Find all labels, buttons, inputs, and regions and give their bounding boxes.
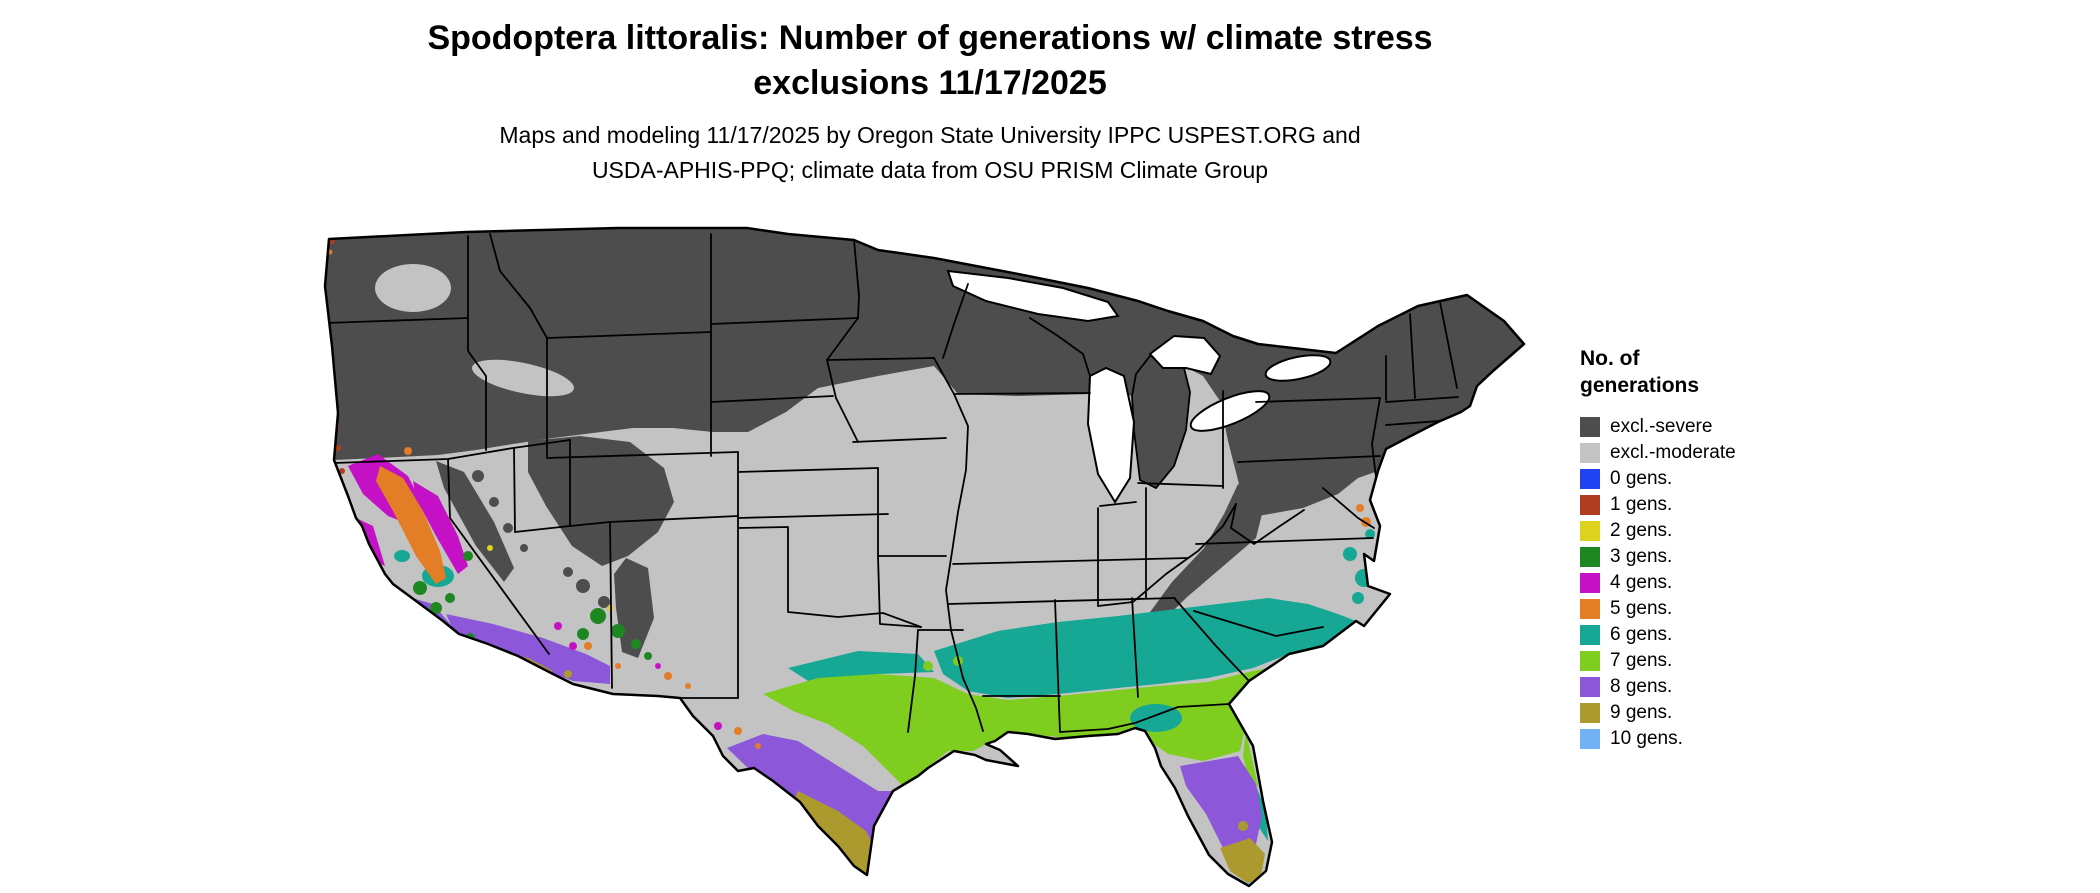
legend: No. of generations excl.-severe excl.-mo… bbox=[1580, 345, 1880, 752]
chartreuse-gulf-band bbox=[763, 666, 1278, 786]
legend-label: 4 gens. bbox=[1610, 571, 1673, 593]
legend-swatch bbox=[1580, 494, 1600, 515]
purple-central-florida bbox=[1180, 756, 1262, 862]
legend-label: 6 gens. bbox=[1610, 623, 1673, 645]
us-map-svg bbox=[323, 226, 1526, 888]
legend-item: 9 gens. bbox=[1580, 700, 1880, 726]
legend-item: 5 gens. bbox=[1580, 596, 1880, 622]
region-excl-moderate-basins bbox=[375, 264, 574, 397]
legend-item: 8 gens. bbox=[1580, 674, 1880, 700]
legend-swatch bbox=[1580, 728, 1600, 749]
legend-item: 0 gens. bbox=[1580, 466, 1880, 492]
legend-label: excl.-severe bbox=[1610, 415, 1713, 437]
legend-item: 3 gens. bbox=[1580, 544, 1880, 570]
severe-sierra-nevada bbox=[436, 461, 514, 582]
orange-central-valley bbox=[376, 466, 446, 584]
legend-swatch bbox=[1580, 572, 1600, 593]
teal-texas-fringe bbox=[788, 651, 934, 684]
purple-south-texas bbox=[727, 734, 914, 866]
lake-erie bbox=[1189, 390, 1271, 432]
legend-label: 0 gens. bbox=[1610, 467, 1673, 489]
legend-item: 2 gens. bbox=[1580, 518, 1880, 544]
legend-item: excl.-moderate bbox=[1580, 440, 1880, 466]
legend-swatch bbox=[1580, 416, 1600, 437]
legend-title: No. of generations bbox=[1580, 345, 1880, 400]
legend-label: 8 gens. bbox=[1610, 675, 1673, 697]
legend-swatch bbox=[1580, 624, 1600, 645]
legend-label: 3 gens. bbox=[1610, 545, 1673, 567]
legend-items: excl.-severe excl.-moderate 0 gens. 1 ge… bbox=[1580, 414, 1880, 752]
legend-item: 4 gens. bbox=[1580, 570, 1880, 596]
legend-swatch bbox=[1580, 598, 1600, 619]
severe-colorado-utah-rockies bbox=[528, 436, 674, 566]
teal-southeast-band bbox=[934, 598, 1356, 698]
legend-swatch bbox=[1580, 702, 1600, 723]
legend-title-line-1: No. of bbox=[1580, 347, 1640, 370]
legend-label: 9 gens. bbox=[1610, 701, 1673, 723]
subtitle-line-1: Maps and modeling 11/17/2025 by Oregon S… bbox=[499, 122, 1361, 148]
legend-swatch bbox=[1580, 650, 1600, 671]
legend-swatch bbox=[1580, 676, 1600, 697]
legend-swatch bbox=[1580, 442, 1600, 463]
olive-rio-grande-valley bbox=[792, 791, 876, 875]
legend-label: 2 gens. bbox=[1610, 519, 1673, 541]
legend-swatch bbox=[1580, 520, 1600, 541]
legend-item: 6 gens. bbox=[1580, 622, 1880, 648]
us-outline bbox=[323, 226, 1526, 888]
lake-michigan bbox=[1086, 366, 1136, 504]
page-title: Spodoptera littoralis: Number of generat… bbox=[0, 16, 1860, 106]
lake-superior bbox=[946, 269, 1120, 323]
legend-swatch bbox=[1580, 468, 1600, 489]
page-subtitle: Maps and modeling 11/17/2025 by Oregon S… bbox=[0, 118, 1860, 187]
legend-label: 5 gens. bbox=[1610, 597, 1673, 619]
legend-label: 10 gens. bbox=[1610, 727, 1683, 749]
legend-item: 7 gens. bbox=[1580, 648, 1880, 674]
magenta-sierra-foothills bbox=[413, 481, 468, 574]
state-boundaries bbox=[325, 233, 1467, 733]
severe-north-band bbox=[325, 228, 1524, 516]
olive-south-florida bbox=[1220, 838, 1265, 884]
legend-label: excl.-moderate bbox=[1610, 441, 1736, 463]
legend-item: 1 gens. bbox=[1580, 492, 1880, 518]
legend-item: 10 gens. bbox=[1580, 726, 1880, 752]
subtitle-line-2: USDA-APHIS-PPQ; climate data from OSU PR… bbox=[591, 156, 1269, 183]
legend-label: 1 gens. bbox=[1610, 493, 1673, 515]
legend-swatch bbox=[1580, 546, 1600, 567]
title-line-2: exclusions 11/17/2025 bbox=[753, 63, 1107, 102]
legend-item: excl.-severe bbox=[1580, 414, 1880, 440]
legend-label: 7 gens. bbox=[1610, 649, 1673, 671]
purple-southwest-desert bbox=[446, 614, 610, 684]
us-generations-map bbox=[318, 226, 1528, 888]
region-3-gens bbox=[413, 551, 652, 660]
lake-ontario bbox=[1264, 354, 1332, 382]
chartreuse-florida-east bbox=[1243, 731, 1258, 791]
legend-title-line-2: generations bbox=[1580, 374, 1700, 398]
title-line-1: Spodoptera littoralis: Number of generat… bbox=[427, 19, 1433, 57]
lake-huron bbox=[1148, 334, 1222, 376]
great-lakes bbox=[946, 269, 1332, 504]
severe-appalachians bbox=[1145, 484, 1266, 628]
